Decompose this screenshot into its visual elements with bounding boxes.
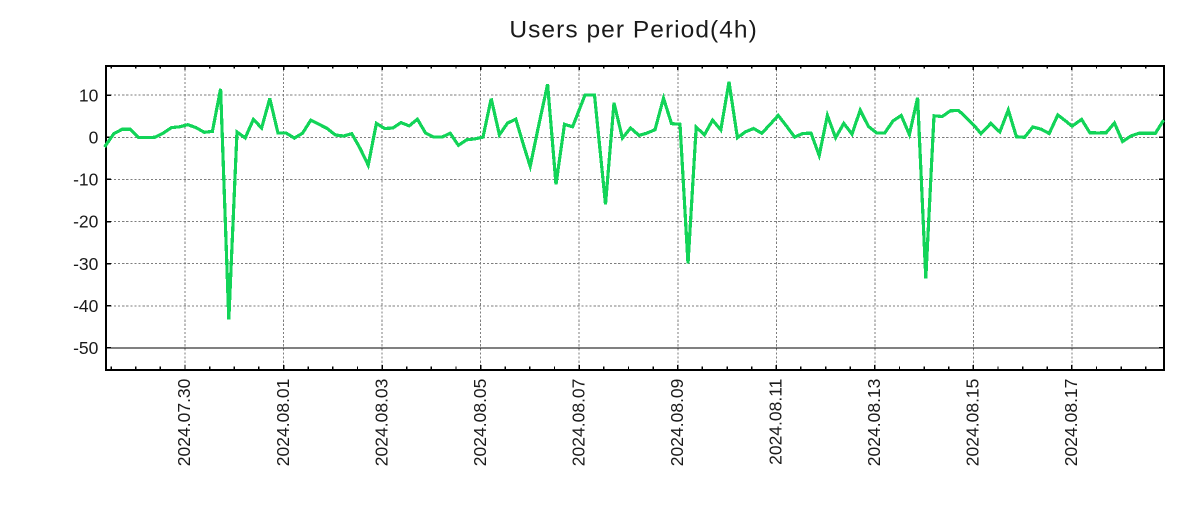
svg-text:2024.08.17: 2024.08.17	[1061, 379, 1081, 467]
svg-text:2024.08.13: 2024.08.13	[864, 379, 884, 467]
svg-text:Users per Period(4h): Users per Period(4h)	[509, 17, 757, 44]
svg-text:-20: -20	[73, 212, 99, 232]
svg-text:-10: -10	[73, 170, 99, 190]
svg-text:0: 0	[89, 127, 99, 147]
svg-text:2024.08.09: 2024.08.09	[667, 379, 687, 467]
svg-text:-30: -30	[73, 254, 99, 274]
svg-text:10: 10	[79, 85, 99, 105]
svg-text:2024.08.01: 2024.08.01	[273, 379, 293, 467]
svg-text:2024.08.11: 2024.08.11	[766, 379, 786, 465]
svg-text:2024.07.30: 2024.07.30	[174, 378, 194, 466]
svg-text:2024.08.07: 2024.08.07	[568, 379, 588, 467]
svg-text:2024.08.15: 2024.08.15	[963, 379, 983, 467]
svg-text:2024.08.03: 2024.08.03	[371, 379, 391, 467]
svg-text:-50: -50	[73, 338, 99, 358]
svg-text:-40: -40	[73, 296, 99, 316]
svg-text:2024.08.05: 2024.08.05	[470, 379, 490, 467]
